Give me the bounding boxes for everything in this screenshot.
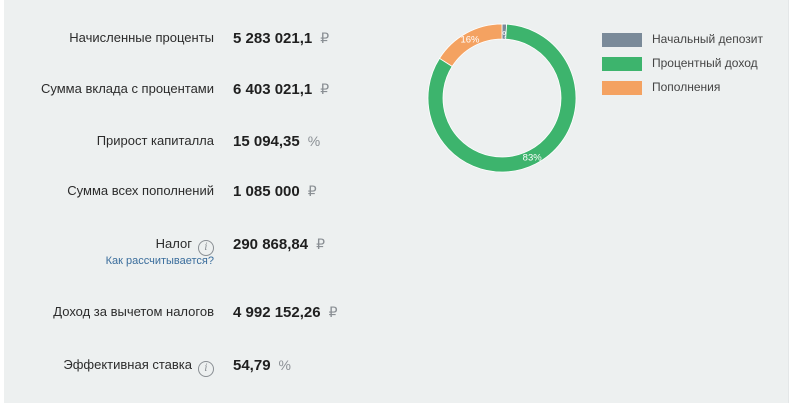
total-with-interest-value: 6 403 021,1 ₽ [233, 80, 329, 99]
net-income-row: Доход за вычетом налогов 4 992 152,26 ₽ [4, 303, 404, 327]
currency-unit: ₽ [320, 30, 330, 46]
legend-label: Процентный доход [652, 56, 758, 70]
slice-label-0: 1% [497, 30, 511, 41]
currency-unit: ₽ [328, 304, 338, 320]
percent-unit: % [307, 133, 321, 149]
info-icon[interactable]: i [198, 361, 214, 377]
currency-unit: ₽ [316, 236, 325, 252]
info-icon[interactable]: i [198, 240, 214, 256]
effective-rate-amount: 54,79 [233, 357, 271, 374]
total-with-interest-label: Сумма вклада с процентами [41, 81, 214, 96]
tax-value: 290 868,84 ₽ [233, 235, 325, 254]
deposits-total-row: Сумма всех пополнений 1 085 000 ₽ [4, 182, 404, 206]
capital-growth-row: Прирост капиталла 15 094,35% [4, 132, 404, 156]
tax-label-group: Налог i [156, 235, 214, 256]
how-calculated-link[interactable]: Как рассчитывается? [105, 255, 214, 267]
capital-growth-label: Прирост капиталла [96, 133, 214, 148]
legend-swatch [602, 33, 642, 47]
effective-rate-value: 54,79% [233, 356, 291, 375]
total-with-interest-amount: 6 403 021,1 [233, 81, 313, 98]
net-income-label: Доход за вычетом налогов [53, 304, 214, 319]
currency-unit: ₽ [320, 81, 330, 97]
percent-unit: % [278, 357, 291, 373]
deposits-total-amount: 1 085 000 [233, 183, 300, 200]
deposits-total-label: Сумма всех пополнений [67, 183, 214, 198]
effective-rate-label: Эффективная ставка [63, 357, 192, 372]
legend-label: Пополнения [652, 80, 721, 94]
slice-label-1: 83% [523, 152, 543, 163]
tax-row: Налог i Как рассчитывается? 290 868,84 ₽ [4, 235, 404, 275]
donut-slice-2 [438, 23, 503, 67]
tax-amount: 290 868,84 [233, 236, 309, 253]
accrued-interest-value: 5 283 021,1 ₽ [233, 29, 329, 48]
slice-label-2: 16% [460, 35, 480, 46]
effective-rate-row: Эффективная ставка i 54,79% [4, 356, 404, 380]
legend-swatch [602, 81, 642, 95]
net-income-amount: 4 992 152,26 [233, 304, 321, 321]
capital-growth-amount: 15 094,35 [233, 133, 300, 150]
effective-rate-label-group: Эффективная ставка i [63, 356, 214, 377]
legend-label: Начальный депозит [652, 32, 763, 46]
donut-slice-1 [427, 23, 577, 173]
deposits-total-value: 1 085 000 ₽ [233, 182, 317, 201]
total-with-interest-row: Сумма вклада с процентами 6 403 021,1 ₽ [4, 80, 404, 104]
net-income-value: 4 992 152,26 ₽ [233, 303, 338, 322]
accrued-interest-label: Начисленные проценты [69, 30, 214, 45]
currency-unit: ₽ [307, 183, 317, 199]
tax-label: Налог [155, 236, 192, 251]
donut-chart: 1% 83% 16% [427, 23, 577, 173]
results-panel: Начисленные проценты 5 283 021,1 ₽ Сумма … [4, 0, 789, 403]
legend-swatch [602, 57, 642, 71]
accrued-interest-row: Начисленные проценты 5 283 021,1 ₽ [4, 29, 404, 53]
accrued-interest-amount: 5 283 021,1 [233, 30, 313, 47]
capital-growth-value: 15 094,35% [233, 132, 320, 151]
